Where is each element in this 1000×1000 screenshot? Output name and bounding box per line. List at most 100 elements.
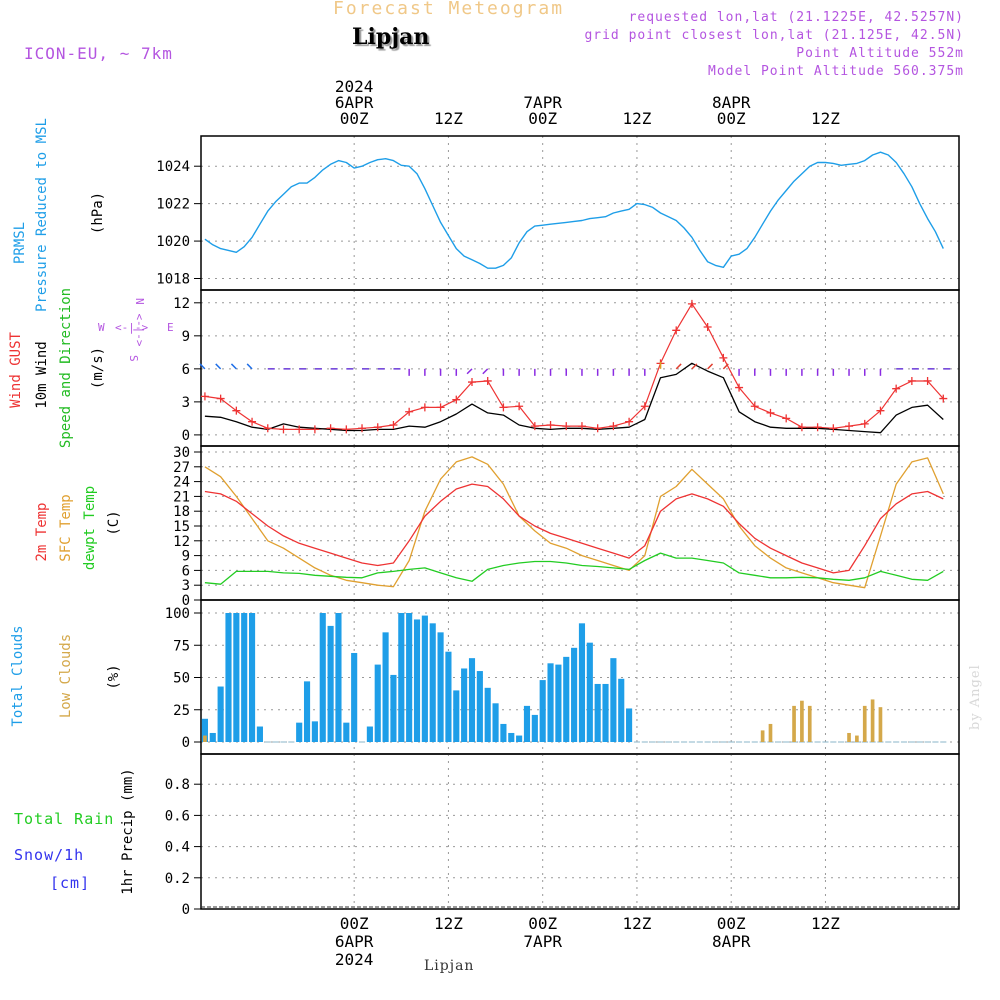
- bottom-axis-label: 12Z: [434, 914, 463, 933]
- wind-direction-arrow: [215, 363, 222, 370]
- wind-direction-arrow: [675, 363, 682, 370]
- gust-point: [876, 406, 885, 415]
- gust-point: [577, 422, 586, 431]
- bottom-axis-label: 7APR: [523, 932, 562, 951]
- low-cloud-bar: [870, 699, 875, 742]
- y-tick-label: 6: [182, 563, 190, 579]
- total-cloud-bar: [468, 658, 476, 742]
- total-cloud-bar: [476, 671, 483, 742]
- top-axis-label: 00Z: [528, 109, 557, 128]
- total-cloud-bar: [241, 613, 248, 742]
- wind-direction-arrow: [199, 363, 206, 370]
- total-cloud-bar: [508, 732, 515, 742]
- y-tick-label: 18: [173, 504, 190, 520]
- low-cloud-bar: [878, 707, 883, 742]
- total-cloud-bar: [437, 632, 444, 742]
- y-tick-label: 100: [165, 606, 190, 622]
- temp-dewpt-label: dewpt Temp: [82, 486, 98, 570]
- total-cloud-bar: [209, 732, 216, 742]
- y-tick-label: 21: [173, 489, 190, 505]
- temp-2m-line: [204, 483, 944, 574]
- gust-point: [829, 424, 838, 433]
- bottom-axis-label: 12Z: [811, 914, 840, 933]
- model-point-altitude: Model Point Altitude 560.375m: [708, 64, 964, 79]
- total-cloud-bar: [374, 664, 381, 742]
- gust-point: [625, 417, 634, 426]
- watermark: by Angel: [968, 664, 983, 730]
- compass-south: S: [127, 355, 140, 362]
- low-cloud-bar: [807, 705, 812, 742]
- y-tick-label: 9: [182, 329, 190, 345]
- dewpt-temp-line: [204, 552, 944, 585]
- panel-unit-label: (C): [106, 510, 122, 535]
- total-cloud-bar: [421, 615, 428, 742]
- gust-point: [609, 422, 618, 431]
- low-cloud-bar: [792, 705, 796, 742]
- rain-label: Total Rain: [14, 810, 114, 828]
- y-tick-label: 0.8: [165, 777, 190, 793]
- total-cloud-bar: [366, 726, 373, 742]
- wind-label: 10m Wind: [34, 341, 50, 408]
- panel-unit-label: (hPa): [90, 192, 106, 234]
- total-cloud-bar: [327, 625, 334, 742]
- total-cloud-bar: [563, 656, 570, 742]
- total-cloud-bar: [296, 722, 303, 742]
- total-cloud-bar: [406, 613, 413, 742]
- y-tick-label: 0.4: [165, 840, 190, 856]
- pressure-label: PRMSL: [12, 222, 28, 264]
- total-cloud-bar: [390, 674, 397, 742]
- y-tick-label: 27: [173, 460, 190, 476]
- wind-direction-arrow: [230, 363, 237, 370]
- y-tick-label: 12: [173, 296, 190, 312]
- gust-point: [436, 403, 445, 412]
- gust-point: [483, 376, 492, 385]
- gust-point: [640, 402, 649, 411]
- total-cloud-bar: [256, 726, 263, 742]
- total-cloud-bar: [571, 647, 578, 742]
- gust-point: [405, 407, 414, 416]
- total-cloud-bar: [594, 683, 601, 742]
- total-cloud-bar: [610, 658, 617, 742]
- gust-point: [782, 414, 791, 423]
- top-axis-label: 8APR: [712, 93, 751, 112]
- low-cloud-bar: [203, 735, 207, 742]
- point-altitude: Point Altitude 552m: [796, 46, 964, 61]
- model-label: ICON-EU, ~ 7km: [24, 44, 173, 63]
- compass-west: W: [98, 321, 105, 334]
- snow-unit-label: [cm]: [50, 874, 90, 892]
- y-tick-label: 25: [173, 703, 190, 719]
- gust-line: [204, 303, 944, 430]
- gust-point: [420, 403, 429, 412]
- top-axis-label: 12Z: [622, 109, 651, 128]
- bottom-axis-label: 00Z: [717, 914, 746, 933]
- low-cloud-bar: [760, 730, 765, 742]
- gust-point: [279, 425, 288, 434]
- top-axis-label: 6APR: [335, 93, 374, 112]
- total-cloud-bar: [335, 613, 342, 742]
- bottom-axis-label: 6APR: [335, 932, 374, 951]
- gust-point: [467, 378, 476, 387]
- total-cloud-bar: [547, 663, 554, 742]
- station-name: Lipjan: [352, 24, 430, 50]
- footer-station-name: Lipjan: [424, 958, 475, 974]
- gust-point: [750, 402, 759, 411]
- total-cloud-bar: [500, 723, 507, 742]
- gust-point: [562, 422, 571, 431]
- gust-point: [735, 383, 744, 392]
- pressure-line: [204, 151, 944, 269]
- total-cloud-bar: [233, 613, 240, 742]
- gust-point: [797, 423, 806, 432]
- bottom-axis-label: 00Z: [340, 914, 369, 933]
- gust-point: [295, 425, 304, 434]
- total-cloud-bar: [578, 623, 586, 742]
- gust-point: [703, 323, 712, 332]
- grid-point-location: grid point closest lon,lat (21.125E, 42.…: [584, 28, 964, 43]
- total-cloud-bar: [618, 678, 625, 742]
- gust-point: [766, 408, 775, 417]
- panel-unit-label: (%): [106, 664, 122, 689]
- gust-point: [939, 394, 948, 403]
- top-axis-label: 00Z: [340, 109, 369, 128]
- y-tick-label: 3: [182, 395, 190, 411]
- total-cloud-bar: [492, 703, 499, 742]
